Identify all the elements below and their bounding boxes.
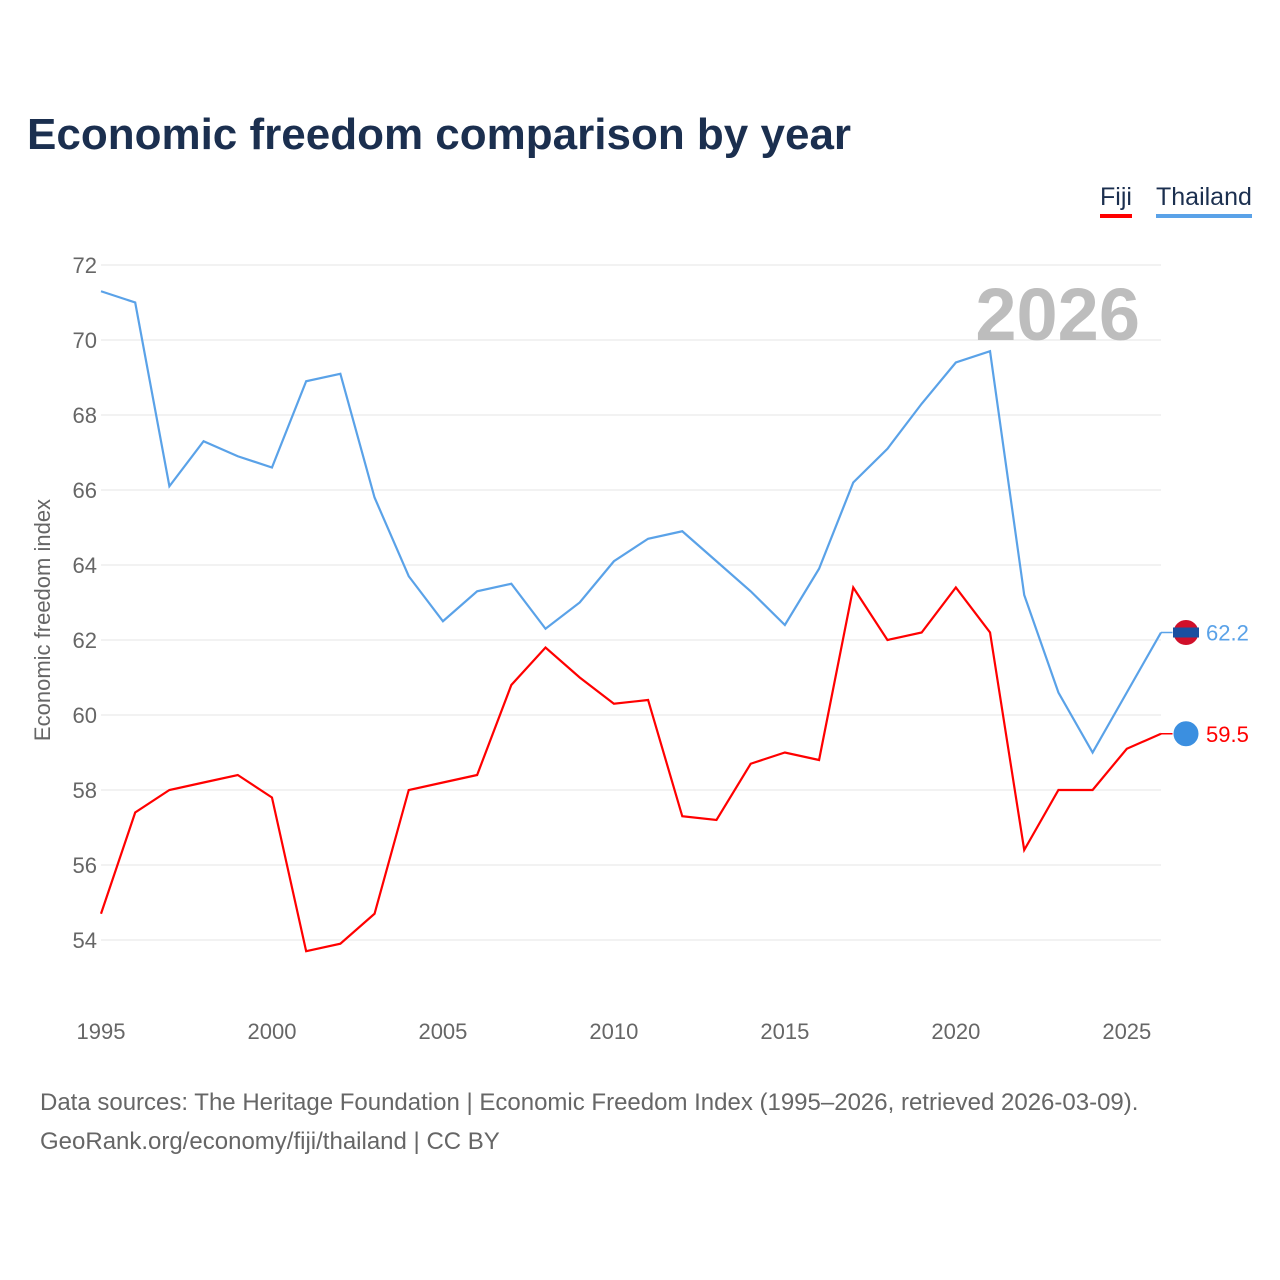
source-text: Data sources: The Heritage Foundation | … xyxy=(40,1089,1139,1116)
y-tick-label: 58 xyxy=(73,778,97,803)
y-tick-label: 62 xyxy=(73,628,97,653)
legend-fiji[interactable]: Fiji xyxy=(1100,183,1132,218)
y-tick-label: 68 xyxy=(73,403,97,428)
flag-stripe xyxy=(1173,627,1199,638)
legend-thailand[interactable]: Thailand xyxy=(1156,183,1252,218)
x-tick-label: 2020 xyxy=(931,1019,980,1044)
y-axis-label: Economic freedom index xyxy=(30,499,55,741)
year-watermark: 2026 xyxy=(975,273,1140,356)
y-tick-label: 54 xyxy=(73,928,97,953)
x-tick-label: 1995 xyxy=(77,1019,126,1044)
end-value-label: 62.2 xyxy=(1206,621,1249,646)
x-tick-label: 2010 xyxy=(589,1019,638,1044)
series-line-thailand xyxy=(100,290,1162,755)
y-tick-label: 56 xyxy=(73,853,97,878)
chart-title: Economic freedom comparison by year xyxy=(27,110,852,159)
x-tick-label: 2000 xyxy=(247,1019,296,1044)
y-tick-label: 70 xyxy=(73,328,97,353)
y-tick-label: 60 xyxy=(73,703,97,728)
y-tick-label: 66 xyxy=(73,478,97,503)
x-tick-label: 2005 xyxy=(418,1019,467,1044)
series-line-fiji xyxy=(99,584,1162,953)
flag-icon-fiji xyxy=(1172,720,1200,748)
y-tick-label: 64 xyxy=(73,553,97,578)
x-tick-label: 2015 xyxy=(760,1019,809,1044)
end-value-label: 59.5 xyxy=(1206,722,1249,747)
x-tick-label: 2025 xyxy=(1102,1019,1151,1044)
attribution-link[interactable]: GeoRank.org/economy/fiji/thailand | CC B… xyxy=(40,1128,500,1155)
y-tick-label: 72 xyxy=(73,253,97,278)
